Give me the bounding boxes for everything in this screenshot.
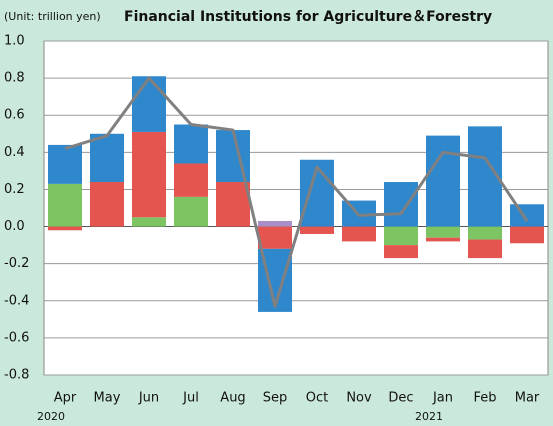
bar-segment xyxy=(48,144,82,184)
plot-area xyxy=(43,40,549,376)
x-tick-label: Jan xyxy=(432,391,453,406)
y-tick-label: 0.6 xyxy=(4,108,25,123)
y-tick-label: 0.2 xyxy=(4,182,25,197)
bar-segment xyxy=(426,237,460,242)
x-tick-label: Sep xyxy=(263,391,288,406)
y-tick-label: 1.0 xyxy=(4,34,25,49)
bar-segment xyxy=(174,124,208,164)
y-tick-label: -0.8 xyxy=(4,368,29,383)
x-tick-label: Dec xyxy=(388,391,413,406)
bar-segment xyxy=(48,183,82,227)
year-label: 2020 xyxy=(37,410,65,423)
bar-segment xyxy=(216,182,250,227)
x-tick-label: Jun xyxy=(138,391,159,406)
bar-segment xyxy=(468,226,502,240)
bar-segment xyxy=(132,131,166,218)
y-tick-label: -0.4 xyxy=(4,293,29,308)
bar-segment xyxy=(384,226,418,246)
bar-segment xyxy=(90,182,124,227)
chart-title: Financial Institutions for Agriculture＆F… xyxy=(124,9,492,25)
bar-segment xyxy=(48,226,82,231)
y-tick-label: 0.8 xyxy=(4,71,25,86)
total-line xyxy=(64,76,529,308)
bar-segment xyxy=(258,220,292,227)
bar-segment xyxy=(342,226,376,242)
bar-segment xyxy=(258,226,292,249)
bar-segment xyxy=(384,182,418,227)
x-tick-label: Apr xyxy=(54,391,77,406)
year-label: 2021 xyxy=(415,410,443,423)
y-tick-label: 0.4 xyxy=(4,145,25,160)
bar-segment xyxy=(132,76,166,132)
chart-subtitle: (Unit: trillion yen) xyxy=(4,10,101,23)
y-tick-label: -0.2 xyxy=(4,256,29,271)
bar-segment xyxy=(300,226,334,234)
bar-segment xyxy=(174,196,208,227)
y-tick-label: -0.6 xyxy=(4,330,29,345)
bar-segment xyxy=(510,204,544,227)
x-tick-label: Oct xyxy=(306,391,328,406)
x-tick-label: Nov xyxy=(346,391,372,406)
x-tick-label: May xyxy=(94,391,121,406)
bar-segment xyxy=(132,217,166,227)
x-tick-label: Jul xyxy=(182,391,199,406)
y-tick-label: 0.0 xyxy=(4,219,25,234)
x-tick-label: Aug xyxy=(220,391,245,406)
bar-segment xyxy=(174,163,208,197)
x-tick-label: Feb xyxy=(473,391,496,406)
bar-segment xyxy=(468,239,502,259)
x-tick-label: Mar xyxy=(515,391,540,406)
bar-segment xyxy=(510,226,544,244)
bar-segment xyxy=(426,226,460,238)
bar-segment xyxy=(426,135,460,227)
bar-segment xyxy=(384,245,418,259)
bar-segment xyxy=(90,133,124,183)
